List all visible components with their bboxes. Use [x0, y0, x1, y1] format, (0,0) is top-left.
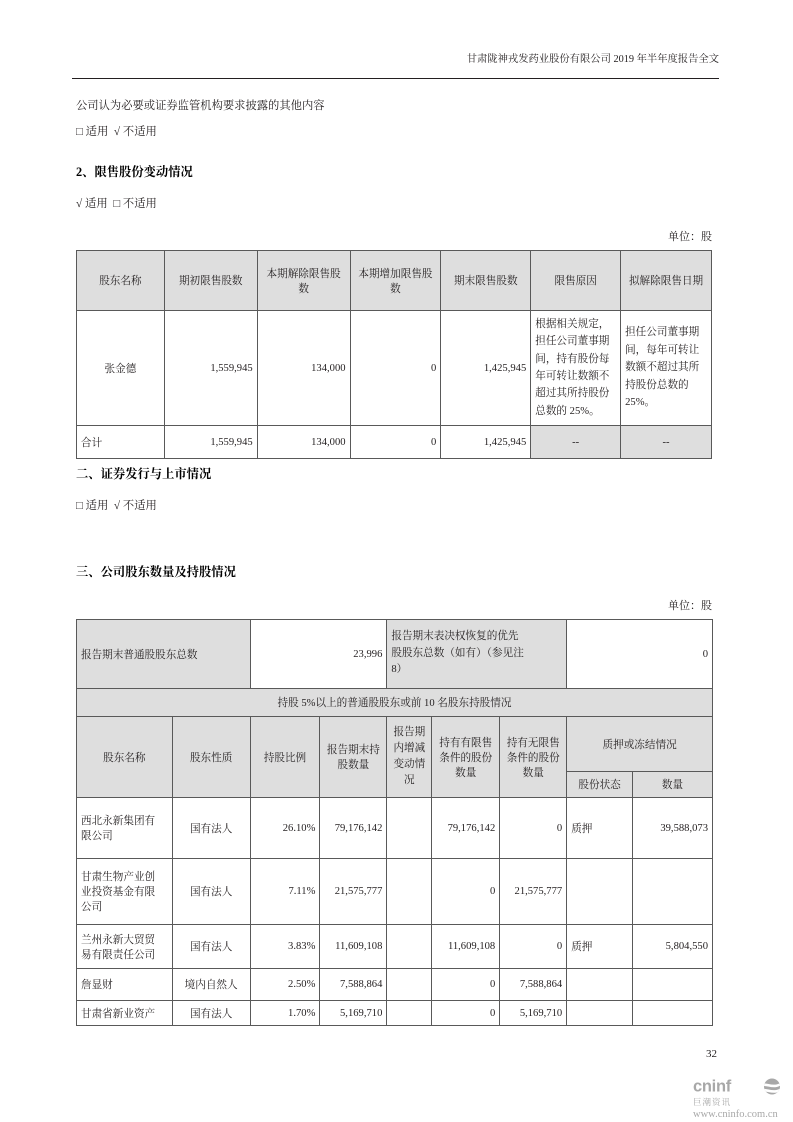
svg-text:cninf: cninf: [693, 1078, 732, 1095]
